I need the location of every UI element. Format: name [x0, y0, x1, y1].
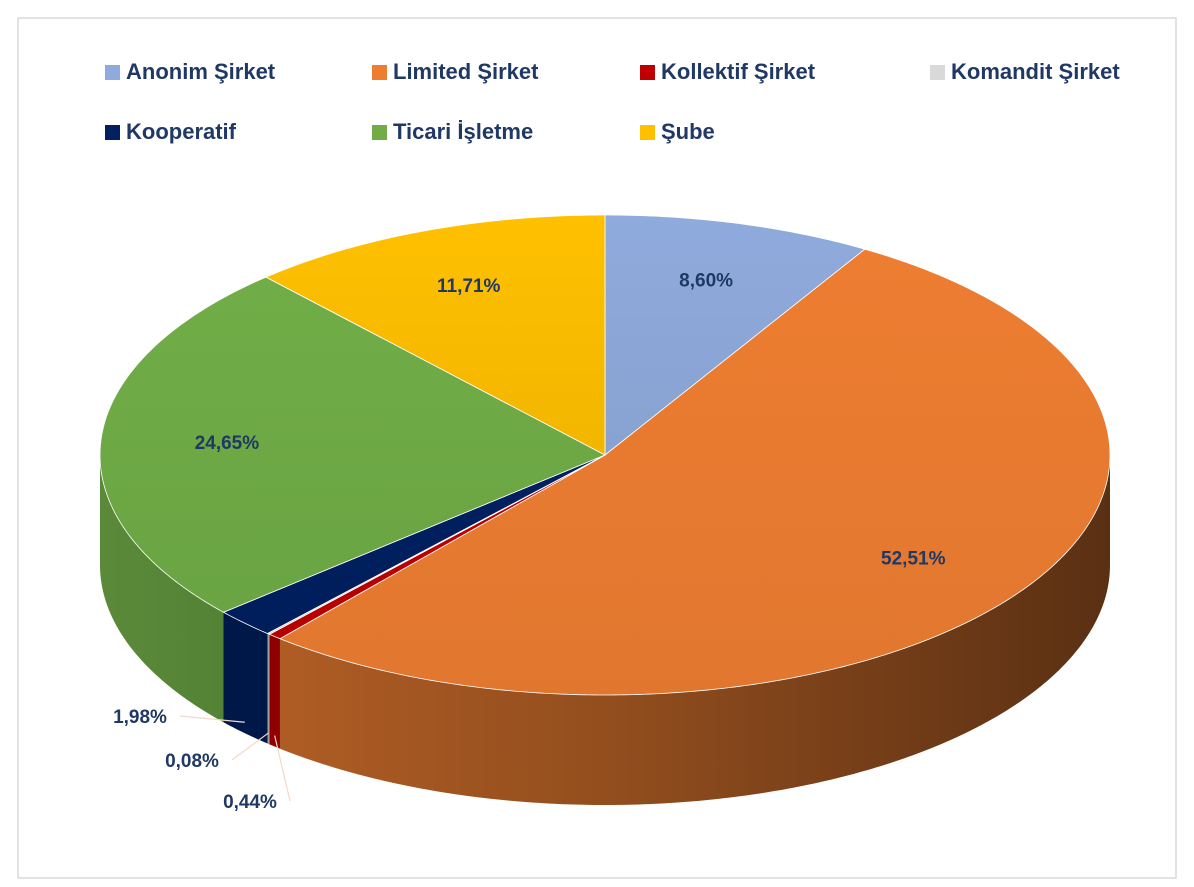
legend-swatch [930, 65, 945, 80]
legend-swatch [640, 125, 655, 140]
data-label: 24,65% [195, 433, 260, 454]
data-label: 11,71% [437, 276, 500, 297]
pie-slice [279, 248, 1111, 696]
data-label: 8,60% [679, 271, 733, 292]
legend-swatch [640, 65, 655, 80]
legend-swatch [372, 125, 387, 140]
legend-label: Limited Şirket [393, 59, 539, 84]
leader-line [231, 732, 269, 761]
pie-slice [604, 214, 866, 456]
legend-swatch [105, 65, 120, 80]
data-label: 1,98% [113, 707, 167, 728]
legend-swatch [372, 65, 387, 80]
slice-side [269, 634, 280, 749]
data-label: 0,44% [223, 792, 277, 813]
leader-line [274, 735, 291, 802]
data-label: 0,08% [165, 751, 219, 772]
pie-slice [222, 454, 606, 634]
data-label: 52,51% [881, 549, 946, 570]
pie-slice [265, 214, 606, 456]
leader-line [179, 715, 245, 723]
legend-label: Ticari İşletme [393, 119, 533, 144]
slice-side [267, 633, 270, 745]
legend-label: Kooperatif [126, 119, 237, 144]
slice-side [223, 612, 268, 744]
legend-swatch [105, 125, 120, 140]
pie-slice [99, 276, 606, 613]
legend-label: Komandit Şirket [951, 59, 1120, 84]
legend-label: Kollektif Şirket [661, 59, 816, 84]
slice-side [100, 455, 224, 723]
legend-label: Anonim Şirket [126, 59, 276, 84]
legend-label: Şube [661, 119, 715, 144]
slice-side [279, 455, 1111, 805]
